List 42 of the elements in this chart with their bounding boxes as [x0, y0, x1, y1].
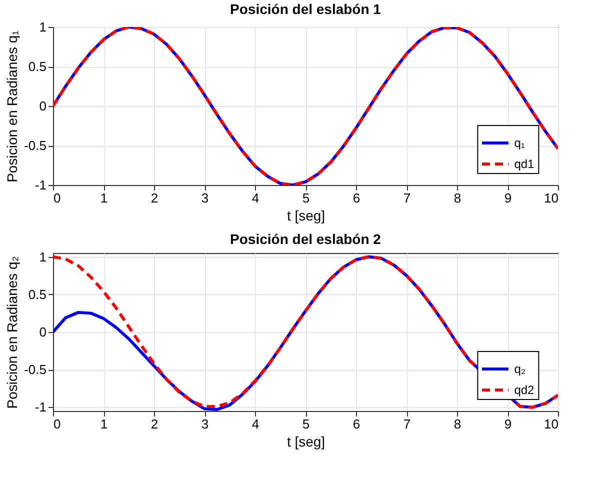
x-tick-label: 6	[352, 190, 360, 206]
y-tick-label: -1	[34, 178, 46, 192]
y-axis-title: Posicion en Radianes q₂	[4, 256, 20, 409]
y-tick-label: 0	[39, 98, 46, 114]
x-tick-label: 4	[252, 190, 260, 206]
y-tick-label: -0.5	[24, 138, 46, 153]
legend-label: qd1	[514, 156, 535, 171]
x-tick-label: 6	[352, 416, 360, 432]
x-tick-label: 9	[504, 190, 512, 206]
x-tick-label: 3	[201, 190, 209, 206]
legend-label: qd2	[514, 382, 535, 397]
y-tick-label: -0.5	[24, 362, 46, 378]
x-tick-label: 1	[100, 190, 108, 206]
y-tick-label: 0	[39, 324, 46, 340]
x-tick-label: 4	[252, 416, 260, 432]
chart-title: Posición del eslabón 1	[230, 1, 382, 17]
x-tick-label: 10	[544, 416, 558, 432]
x-tick-label: 7	[403, 190, 411, 206]
x-tick-label: 9	[504, 416, 512, 432]
x-tick-label: 2	[150, 416, 158, 432]
x-axis-title: t [seg]	[286, 208, 326, 224]
x-tick-label: 10	[544, 190, 558, 206]
x-tick-label: 8	[454, 416, 462, 432]
x-axis-title: t [seg]	[286, 434, 326, 450]
legend-label: q₁	[514, 136, 525, 150]
legend-label: q₂	[514, 362, 526, 376]
y-tick-label: 0.5	[28, 286, 46, 302]
x-tick-label: 8	[454, 190, 462, 206]
y-tick-label: 1	[39, 249, 46, 264]
y-axis-title: Posicion en Radianes q₁	[4, 30, 20, 182]
y-tick-label: 1	[39, 20, 46, 34]
x-tick-label: 0	[54, 416, 61, 432]
x-tick-label: 2	[150, 190, 158, 206]
y-tick-label: -1	[34, 400, 46, 415]
x-tick-label: 5	[302, 190, 310, 206]
x-tick-label: 3	[201, 416, 209, 432]
y-tick-label: 0.5	[28, 59, 46, 74]
x-tick-label: 1	[100, 416, 108, 432]
x-tick-label: 0	[54, 190, 61, 206]
chart-title: Posición del eslabón 2	[230, 230, 382, 247]
x-tick-label: 7	[403, 416, 411, 432]
x-tick-label: 5	[302, 416, 310, 432]
